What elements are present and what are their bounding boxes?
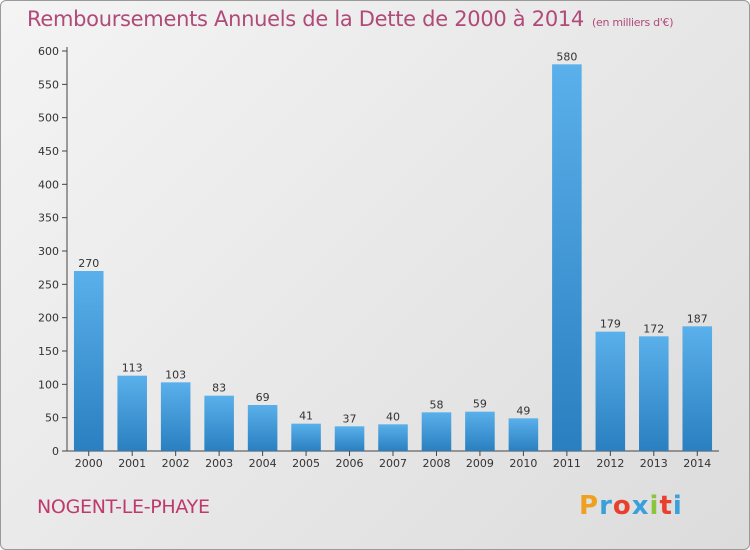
x-tick-label: 2014: [683, 457, 711, 470]
data-label: 58: [429, 398, 443, 411]
data-label: 187: [687, 312, 708, 325]
bar: [160, 382, 191, 451]
x-tick-label: 2005: [292, 457, 320, 470]
bar: [378, 424, 408, 451]
data-label: 179: [600, 318, 621, 331]
x-tick-label: 2008: [422, 457, 450, 470]
data-label: 40: [386, 410, 400, 423]
logo-letter: r: [599, 491, 613, 521]
commune-name: NOGENT-LE-PHAYE: [37, 496, 210, 518]
data-label: 103: [165, 368, 186, 381]
x-tick-label: 2002: [162, 457, 190, 470]
data-label: 83: [212, 382, 226, 395]
data-label: 113: [122, 362, 143, 375]
bar: [73, 271, 104, 451]
proxiti-logo: Proxiti: [579, 491, 683, 521]
chart-subtitle: (en milliers d'€): [592, 16, 674, 29]
logo-letter: t: [659, 491, 673, 521]
logo-letter: o: [612, 491, 632, 521]
y-tick-label: 150: [38, 345, 59, 358]
x-tick-label: 2012: [596, 457, 624, 470]
x-tick-label: 2003: [205, 457, 233, 470]
logo-letter: x: [631, 491, 650, 521]
chart-title-text: Remboursements Annuels de la Dette de 20…: [27, 7, 584, 31]
y-tick-label: 50: [45, 412, 59, 425]
y-tick-label: 450: [38, 145, 59, 158]
x-tick-label: 2013: [640, 457, 668, 470]
logo-letter: P: [579, 491, 600, 521]
bar: [334, 426, 365, 451]
x-tick-label: 2007: [379, 457, 407, 470]
bar: [421, 412, 452, 451]
data-label: 59: [473, 398, 487, 411]
x-tick-label: 2000: [75, 457, 103, 470]
x-tick-label: 2004: [249, 457, 277, 470]
bar: [595, 331, 626, 451]
data-label: 172: [643, 322, 664, 335]
y-tick-label: 0: [52, 445, 59, 458]
x-tick-label: 2006: [336, 457, 364, 470]
data-label: 69: [256, 391, 270, 404]
chart-title: Remboursements Annuels de la Dette de 20…: [27, 7, 673, 31]
y-tick-label: 300: [38, 245, 59, 258]
y-tick-label: 350: [38, 212, 59, 225]
x-tick-label: 2011: [553, 457, 581, 470]
y-tick-label: 550: [38, 78, 59, 91]
bar: [204, 395, 234, 451]
bar: [639, 336, 669, 451]
y-tick-label: 400: [38, 178, 59, 191]
bar: [291, 423, 321, 451]
x-tick-label: 2009: [466, 457, 494, 470]
data-label: 270: [78, 257, 99, 270]
y-tick-label: 100: [38, 378, 59, 391]
bar: [247, 405, 278, 451]
bar: [465, 411, 495, 451]
bar: [117, 375, 147, 451]
data-label: 49: [516, 404, 530, 417]
x-tick-label: 2001: [118, 457, 146, 470]
logo-letter: i: [672, 491, 683, 521]
data-label: 37: [343, 412, 357, 425]
y-tick-label: 250: [38, 278, 59, 291]
y-tick-label: 200: [38, 312, 59, 325]
bar: [552, 64, 582, 452]
x-tick-label: 2010: [509, 457, 537, 470]
bar: [508, 418, 539, 451]
y-tick-label: 600: [38, 45, 59, 58]
bar: [682, 326, 713, 451]
y-tick-label: 500: [38, 112, 59, 125]
logo-letter: i: [649, 491, 660, 521]
data-label: 41: [299, 410, 313, 423]
data-label: 580: [556, 50, 577, 63]
